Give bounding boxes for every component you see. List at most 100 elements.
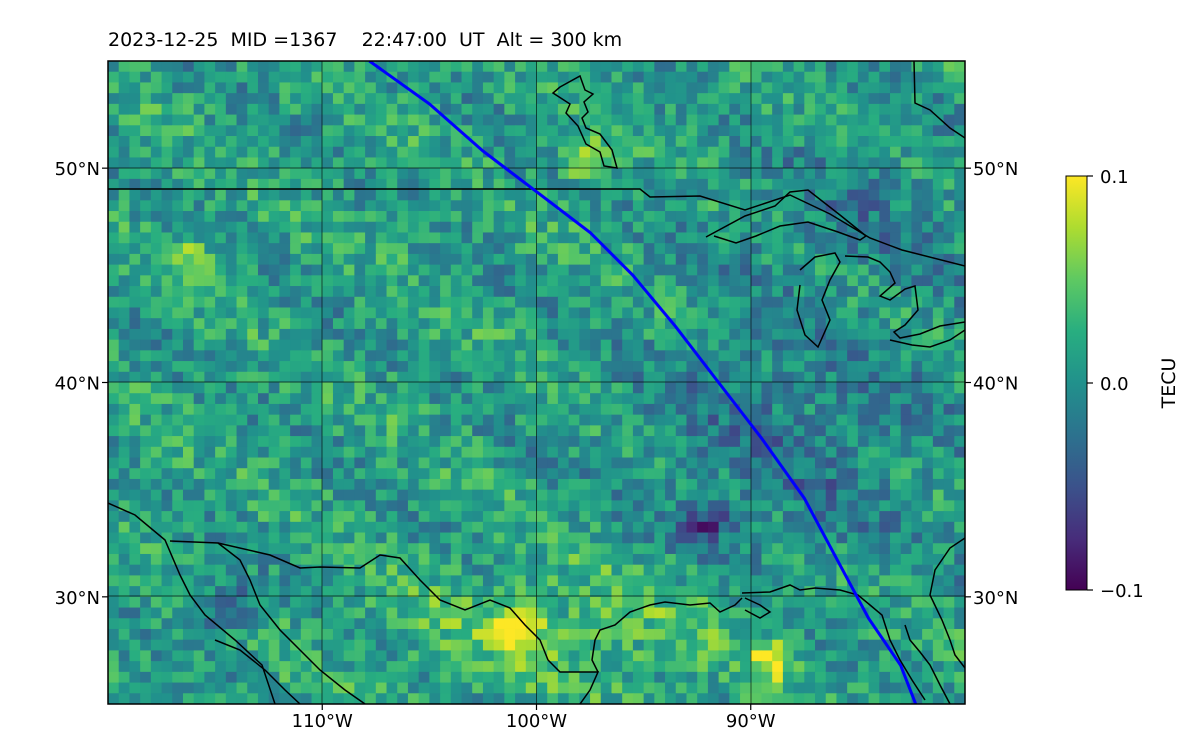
heatmap-cell <box>857 350 870 362</box>
heatmap-cell <box>890 661 902 673</box>
heatmap-cell <box>161 478 173 491</box>
heatmap-cell <box>686 286 698 298</box>
heatmap-cell <box>365 328 377 341</box>
heatmap-cell <box>718 543 730 555</box>
heatmap-cell <box>354 264 366 276</box>
heatmap-cell <box>290 586 302 598</box>
heatmap-cell <box>547 243 559 255</box>
heatmap-cell <box>129 543 141 555</box>
heatmap-cell <box>707 564 720 576</box>
heatmap-cell <box>236 71 248 84</box>
heatmap-cell <box>536 146 548 159</box>
heatmap-cell <box>900 553 913 566</box>
heatmap-cell <box>140 189 152 201</box>
heatmap-cell <box>793 275 805 287</box>
heatmap-cell <box>718 628 730 641</box>
heatmap-cell <box>461 393 473 405</box>
heatmap-cell <box>322 425 334 437</box>
heatmap-cell <box>600 103 613 116</box>
heatmap-cell <box>825 521 838 534</box>
heatmap-cell <box>718 468 730 480</box>
heatmap-cell <box>525 500 538 512</box>
heatmap-cell <box>815 103 827 116</box>
y-axis: 30°N 30°N40°N 40°N50°N 50°N <box>55 159 1019 609</box>
heatmap-cell <box>257 478 270 491</box>
heatmap-cell <box>140 168 152 180</box>
heatmap-cell <box>686 586 698 598</box>
heatmap-cell <box>407 425 420 437</box>
heatmap-cell <box>954 125 965 137</box>
heatmap-cell <box>836 253 848 266</box>
heatmap-cell <box>407 296 420 309</box>
heatmap-cell <box>493 639 505 652</box>
heatmap-cell <box>697 425 709 437</box>
heatmap-cell <box>461 328 473 341</box>
heatmap-cell <box>472 103 484 116</box>
heatmap-cell <box>118 232 131 244</box>
heatmap-cell <box>836 393 848 405</box>
heatmap-cell <box>193 618 206 630</box>
heatmap-cell <box>879 661 891 673</box>
heatmap-cell <box>740 211 752 223</box>
heatmap-cell <box>836 478 848 491</box>
heatmap-cell <box>825 232 838 244</box>
heatmap-cell <box>172 168 184 180</box>
heatmap-cell <box>215 468 227 480</box>
heatmap-cell <box>868 318 880 330</box>
heatmap-cell <box>825 125 838 137</box>
heatmap-cell <box>772 393 784 405</box>
heatmap-cell <box>150 628 163 641</box>
heatmap-cell <box>857 500 870 512</box>
heatmap-cell <box>525 189 538 201</box>
heatmap-cell <box>740 500 752 512</box>
heatmap-cell <box>482 157 495 169</box>
heatmap-cell <box>257 328 270 341</box>
heatmap-cell <box>140 682 152 694</box>
heatmap-cell <box>547 178 559 191</box>
heatmap-cell <box>322 639 334 652</box>
heatmap-cell <box>450 393 463 405</box>
heatmap-cell <box>300 232 313 244</box>
heatmap-cell <box>461 361 473 373</box>
heatmap-cell <box>140 339 152 351</box>
heatmap-cell <box>932 586 945 598</box>
heatmap-cell <box>772 339 784 351</box>
heatmap-cell <box>515 543 527 555</box>
heatmap-cell <box>825 264 838 276</box>
heatmap-cell <box>300 168 313 180</box>
heatmap-cell <box>311 586 323 598</box>
heatmap-cell <box>868 553 880 566</box>
heatmap-cell <box>772 671 784 684</box>
heatmap-cell <box>911 371 923 384</box>
heatmap-cell <box>450 425 463 437</box>
heatmap-cell <box>868 275 880 287</box>
heatmap-cell <box>729 575 741 587</box>
heatmap-cell <box>654 350 666 362</box>
heatmap-cell <box>386 136 398 148</box>
heatmap-cell <box>150 200 163 212</box>
heatmap-cell <box>707 243 720 255</box>
heatmap-cell <box>450 618 463 630</box>
heatmap-cell <box>300 371 313 384</box>
heatmap-cell <box>172 661 184 673</box>
heatmap-cell <box>932 168 945 180</box>
heatmap-cell <box>579 468 591 480</box>
heatmap-cell <box>793 339 805 351</box>
heatmap-cell <box>675 457 688 469</box>
heatmap-cell <box>375 71 388 84</box>
heatmap-cell <box>118 596 131 609</box>
heatmap-cell <box>804 393 816 405</box>
heatmap-cell <box>279 136 291 148</box>
heatmap-cell <box>322 478 334 491</box>
heatmap-cell <box>954 500 965 512</box>
heatmap-cell <box>129 478 141 491</box>
heatmap-cell <box>322 671 334 684</box>
heatmap-cell <box>225 532 238 544</box>
heatmap-cell <box>729 114 741 126</box>
heatmap-cell <box>922 200 934 212</box>
heatmap-cell <box>836 339 848 351</box>
heatmap-cell <box>622 339 634 351</box>
heatmap-cell <box>590 361 602 373</box>
heatmap-cell <box>804 382 816 394</box>
heatmap-cell <box>815 275 827 287</box>
